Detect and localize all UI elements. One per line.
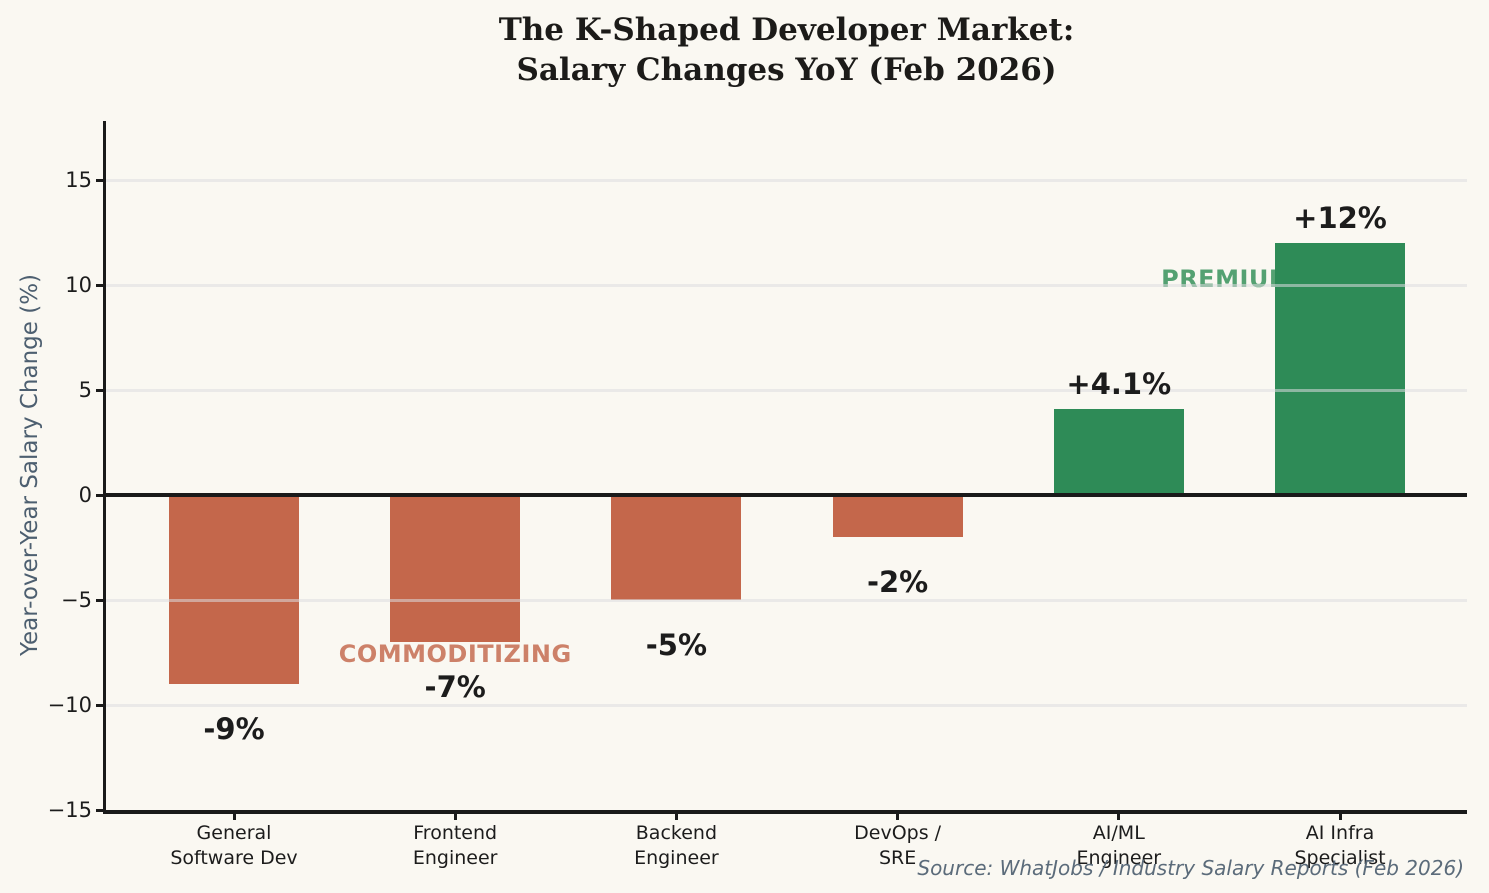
y-tick-label--5: −5 [61,588,92,612]
x-tick-devops-sre [896,810,900,820]
x-tick-label-line: Engineer [634,847,719,869]
bar-frontend-engineer [390,495,521,642]
x-tick-label-line: DevOps / [854,822,942,844]
gridline--5 [106,598,1467,602]
y-tick-0 [96,493,106,497]
bar-general-software-dev [169,495,299,684]
x-tick-label-line: General [196,822,272,844]
x-tick-label-line: Software Dev [170,847,298,869]
y-tick-15 [96,178,106,182]
y-tick-label--10: −10 [47,693,92,717]
x-tick-ai-infra-specialist [1338,810,1342,820]
bar-ai-ml-engineer [1053,408,1184,495]
y-tick-label-15: 15 [65,168,92,192]
x-tick-backend-engineer [674,810,678,820]
y-tick-10 [96,283,106,287]
y-tick-label-0: 0 [78,483,92,507]
value-label-ai-infra-specialist: +12% [1293,201,1387,235]
bar-backend-engineer [611,495,742,600]
y-tick--10 [96,703,106,707]
x-tick-frontend-engineer [453,810,457,820]
value-label-general-software-dev: -9% [203,712,265,746]
x-tick-label-line: SRE [878,847,917,869]
bar-devops-sre [832,495,963,537]
value-label-ai-ml-engineer: +4.1% [1066,366,1172,401]
x-tick-label-line: Backend [635,822,718,844]
gridline-15 [106,178,1467,182]
y-tick-label-5: 5 [78,378,92,402]
x-tick-label-line: Engineer [1076,847,1162,869]
x-tick-label-line: AI Infra [1305,822,1375,844]
y-tick-label-10: 10 [65,273,92,297]
x-tick-label-devops-sre: DevOps / SRE [778,821,1018,871]
x-tick-label-ai-ml-engineer: AI/ML Engineer [999,821,1239,871]
x-tick-label-line: Engineer [412,847,498,869]
x-tick-label-frontend-engineer: Frontend Engineer [335,821,575,871]
zero-baseline [106,493,1467,497]
value-label-frontend-engineer: -7% [424,670,486,704]
y-axis-spine [103,121,106,813]
y-tick--15 [96,808,106,812]
y-tick-label--15: −15 [47,798,92,822]
x-tick-label-backend-engineer: Backend Engineer [556,821,796,871]
x-tick-label-general-software-dev: General Software Dev [114,821,354,871]
x-tick-label-line: Frontend [413,822,498,844]
value-label-backend-engineer: -5% [645,628,708,662]
chart-title: The K-Shaped Developer Market: Salary Ch… [106,10,1467,90]
x-tick-ai-ml-engineer [1117,810,1121,820]
annotation-premium: PREMIUM [1161,264,1294,293]
source-note: Source: WhatJobs / Industry Salary Repor… [917,856,1464,880]
x-tick-general-software-dev [232,810,236,820]
x-tick-label-line: AI/ML [1092,822,1145,844]
x-axis-spine [103,810,1467,814]
gridline--10 [106,703,1467,707]
annotation-commoditizing: COMMODITIZING [338,639,572,668]
x-tick-label-ai-infra-specialist: AI Infra Specialist [1220,821,1460,871]
gridline-5 [106,388,1467,392]
x-tick-label-line: Specialist [1294,847,1386,869]
gridline-10 [106,283,1467,287]
value-label-devops-sre: -2% [866,565,929,599]
bar-ai-infra-specialist [1275,243,1405,495]
y-tick--5 [96,598,106,602]
y-tick-5 [96,388,106,392]
chart-title-line1: The K-Shaped Developer Market: [498,12,1075,48]
plot-area: COMMODITIZING PREMIUM -9% General Software D… [48,121,1467,869]
chart-title-line2: Salary Changes YoY (Feb 2026) [516,52,1057,88]
